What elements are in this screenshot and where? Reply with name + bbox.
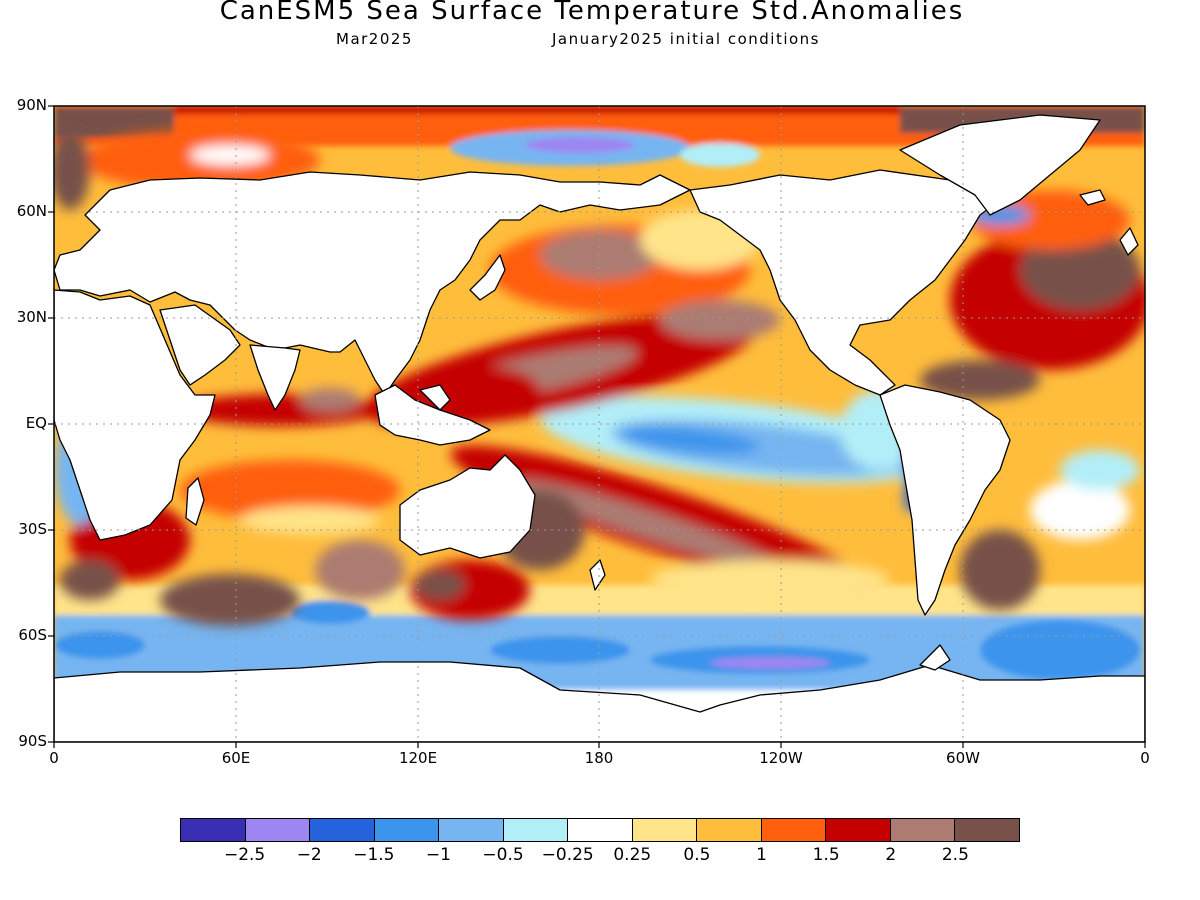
colorbar-label: −1 [425,845,451,865]
colorbar-label: 0.5 [683,845,711,865]
colorbar-label: 1.5 [812,845,840,865]
colorbar-label: −0.25 [541,845,594,865]
colorbar-swatch [632,819,698,841]
colorbar-label: 2 [885,845,897,865]
lat-label-90s: 90S [18,732,47,750]
colorbar [180,818,1020,842]
lon-label-180: 180 [584,749,614,767]
land-masses [54,114,1145,742]
colorbar-swatch [697,819,762,841]
colorbar-label: −2.5 [223,845,266,865]
valid-month-label: Mar2025 [336,30,413,48]
graticule [54,106,1145,742]
colorbar-swatch [245,819,311,841]
colorbar-label: 2.5 [941,845,969,865]
ocean-field [54,106,1145,742]
colorbar-swatch [503,819,569,841]
colorbar-label: −2 [296,845,322,865]
lon-label-120e: 120E [398,749,438,767]
colorbar-swatch [826,819,891,841]
initial-conditions-label: January2025 initial conditions [552,30,820,48]
colorbar-swatch [890,819,956,841]
lat-label-60s: 60S [18,626,47,644]
colorbar-swatch [181,819,246,841]
colorbar-swatch [310,819,375,841]
lon-label-60e: 60E [221,749,251,767]
colorbar-label: −0.5 [482,845,524,865]
lat-label-eq: EQ [25,414,47,432]
colorbar-swatch [761,819,827,841]
lat-label-30s: 30S [18,520,47,538]
lat-label-90n: 90N [16,96,47,114]
lon-label-0-east: 0 [1140,749,1150,767]
lon-label-0-west: 0 [49,749,59,767]
colorbar-label: −1.5 [353,845,395,865]
colorbar-swatch [955,819,1019,841]
colorbar-label: 0.25 [613,845,652,865]
lon-label-120w: 120W [759,749,803,767]
lat-label-60n: 60N [16,202,47,220]
colorbar-label: 1 [756,845,767,865]
colorbar-swatch [568,819,633,841]
colorbar-swatch [439,819,504,841]
chart-title: CanESM5 Sea Surface Temperature Std.Anom… [219,0,965,26]
colorbar-swatch [374,819,440,841]
axis-ticks [48,105,1146,748]
lon-label-60w: 60W [946,749,980,767]
lat-label-30n: 30N [16,308,47,326]
